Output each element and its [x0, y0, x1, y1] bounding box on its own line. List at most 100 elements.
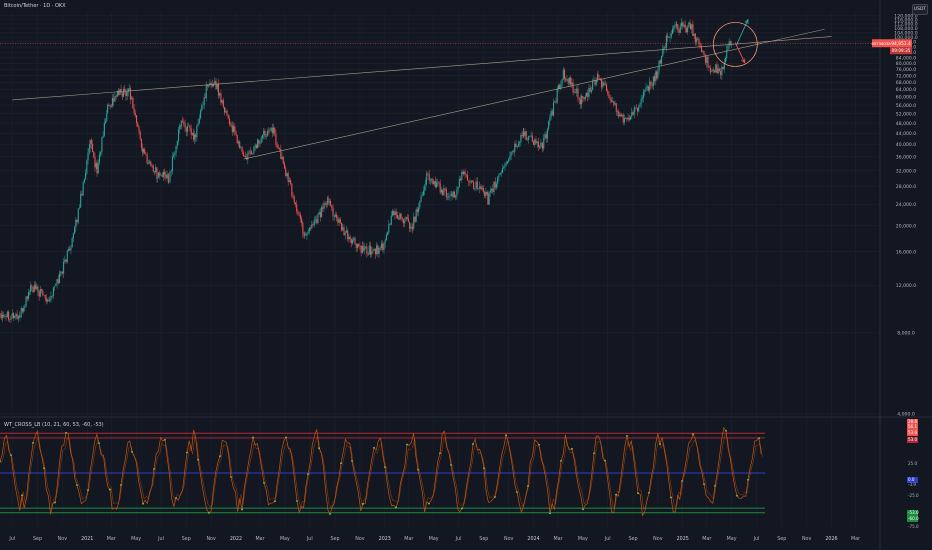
y-tick-label-27: 12,000.0 [896, 283, 917, 289]
candle-body [64, 259, 66, 262]
candle-body [609, 97, 611, 100]
candle-body [505, 163, 507, 165]
candle-body [293, 197, 295, 203]
candle-body [156, 167, 158, 179]
candle-body [657, 70, 659, 79]
candle-body [438, 182, 440, 184]
indicator-scale-label-9: -60.0 [908, 516, 919, 521]
y-tick-label-5: 100,000.0 [894, 35, 917, 41]
candle-body [502, 168, 504, 173]
candle-body [162, 171, 164, 177]
trendline-1[interactable] [243, 28, 825, 160]
candle-body [463, 171, 465, 175]
trendline-0[interactable] [12, 36, 832, 101]
cross-dot [285, 436, 287, 439]
cross-dot [373, 446, 375, 449]
candle-body [30, 285, 32, 292]
indicator-scale-label-10: -75.0 [908, 524, 919, 529]
candle-body [371, 251, 373, 255]
countdown-value: 09:09:35 [892, 48, 911, 53]
arrow-up-head [744, 18, 749, 24]
candle-body [258, 139, 260, 144]
candle-body [263, 130, 265, 136]
candle-body [635, 108, 637, 109]
candle-body [456, 189, 458, 196]
candle-body [94, 156, 96, 168]
candle-body [118, 90, 120, 95]
candle-body [414, 216, 416, 222]
highlight-circle[interactable] [712, 22, 758, 67]
candle-body [404, 221, 406, 224]
candle-body [376, 245, 378, 254]
candle-body [683, 24, 685, 27]
candle-body [676, 24, 678, 25]
x-tick-label-4: Mar [107, 536, 116, 542]
cross-dot [714, 484, 716, 487]
candle-body [299, 215, 301, 219]
arrow-up-line[interactable] [735, 19, 749, 46]
wt1-line [0, 426, 762, 517]
candle-body [616, 111, 619, 112]
candle-body [613, 101, 615, 105]
candle-body [536, 141, 538, 144]
candle-body [275, 133, 277, 145]
candle-body [416, 209, 418, 212]
candle-body [363, 247, 365, 251]
currency-button[interactable]: USDT [912, 4, 928, 15]
candle-body [276, 144, 278, 148]
candle-body [688, 22, 690, 28]
candle-body [277, 147, 279, 149]
candle-body [645, 87, 647, 90]
candle-body [602, 82, 604, 88]
candle-body [551, 111, 553, 116]
candle-body [347, 230, 349, 240]
candle-body [328, 201, 330, 203]
cross-dot [681, 480, 683, 482]
candle-body [424, 186, 426, 191]
candle-body [708, 67, 710, 69]
candle-body [42, 290, 44, 296]
candle-body [419, 201, 421, 208]
x-tick-label-2: Nov [58, 536, 68, 542]
arrow-down-line[interactable] [734, 42, 746, 63]
candle-body [233, 126, 235, 133]
candle-body [693, 33, 695, 36]
candle-body [297, 211, 299, 214]
candle-body [673, 26, 675, 29]
candle-body [598, 78, 600, 80]
y-tick-label-28: 8,000.0 [897, 331, 915, 337]
candle-body [500, 172, 502, 174]
x-tick-label-6: Jul [157, 536, 164, 542]
candle-body [179, 125, 181, 130]
candle-body [34, 284, 37, 289]
candle-body [554, 101, 556, 103]
candle-body [521, 135, 523, 136]
candle-body [592, 80, 594, 90]
candle-body [531, 135, 533, 142]
candle-body [253, 146, 255, 154]
candle-body [306, 233, 308, 236]
candle-body [689, 22, 691, 25]
candle-body [464, 171, 466, 175]
candle-body [60, 271, 62, 274]
cross-dot [307, 473, 309, 476]
candle-body [48, 300, 50, 301]
y-tick-label-0: 120,000.0 [894, 14, 917, 20]
x-tick-label-30: Jul [753, 536, 760, 542]
x-tick-label-9: 2022 [230, 536, 242, 542]
candle-body [204, 97, 206, 98]
candle-body [656, 71, 658, 79]
cross-dot [758, 437, 760, 440]
candle-body [556, 88, 558, 103]
cross-dot [98, 442, 100, 445]
candle-body [82, 182, 84, 196]
candle-body [667, 35, 669, 38]
candle-body [147, 163, 149, 164]
cross-dot [593, 452, 595, 455]
candle-body [431, 179, 433, 181]
cross-dot [483, 467, 485, 470]
candle-body [144, 149, 146, 154]
candle-body [224, 107, 226, 113]
